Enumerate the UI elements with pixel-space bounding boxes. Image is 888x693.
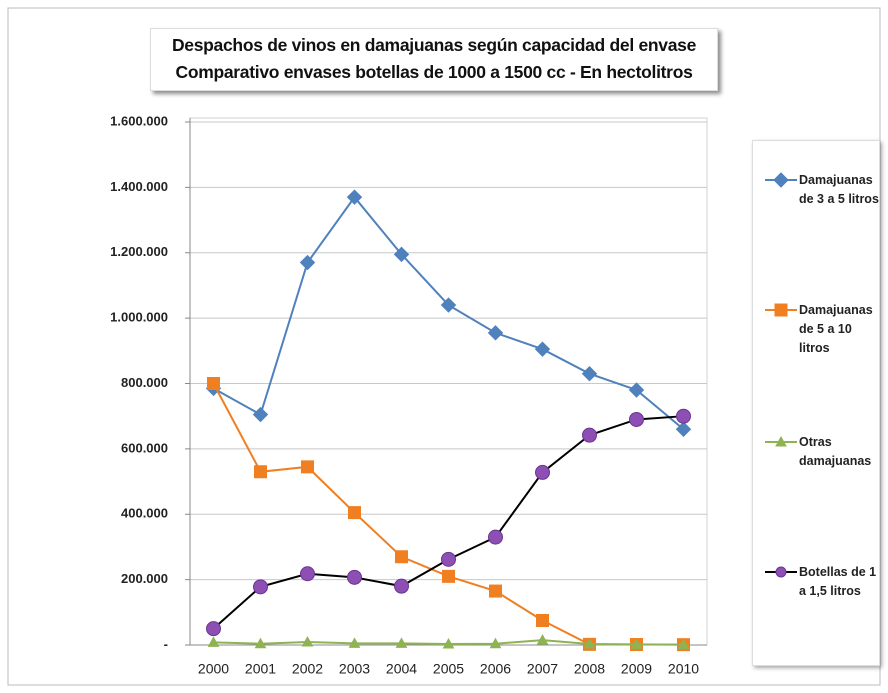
marker xyxy=(677,638,690,650)
legend-label: Damajuanas de 5 a 10 litros xyxy=(799,303,873,355)
marker xyxy=(534,341,551,357)
marker xyxy=(395,637,408,648)
marker xyxy=(489,637,502,649)
chart-subtitle: Comparativo envases botellas de 1000 a 1… xyxy=(175,62,693,82)
marker xyxy=(346,189,363,205)
marker xyxy=(676,408,691,424)
legend: Damajuanas de 3 a 5 litros Damajuanas de … xyxy=(752,140,880,666)
marker xyxy=(582,427,597,443)
marker xyxy=(301,636,314,647)
marker xyxy=(775,566,787,578)
marker xyxy=(207,636,220,647)
marker xyxy=(254,465,267,479)
marker xyxy=(628,382,645,398)
x-tick-label: 2007 xyxy=(527,661,558,677)
legend-swatch xyxy=(765,566,797,578)
x-tick-label: 2000 xyxy=(198,661,229,677)
y-tick-label: 800.000 xyxy=(121,375,168,390)
marker xyxy=(252,406,269,423)
y-tick-label: 200.000 xyxy=(121,571,168,586)
marker xyxy=(206,621,221,637)
marker xyxy=(675,421,692,437)
legend-swatch xyxy=(765,172,797,188)
marker xyxy=(536,613,549,627)
marker xyxy=(442,569,455,583)
marker xyxy=(301,460,314,474)
marker xyxy=(488,529,503,545)
x-tick-label: 2005 xyxy=(433,661,464,677)
y-tick-label: - xyxy=(164,636,168,651)
marker xyxy=(395,550,408,564)
marker xyxy=(630,638,643,649)
marker xyxy=(773,172,789,188)
marker xyxy=(774,303,788,317)
marker xyxy=(440,297,457,313)
y-tick-label: 1.200.000 xyxy=(110,244,168,259)
y-tick-label: 400.000 xyxy=(121,506,168,521)
marker xyxy=(489,584,502,598)
marker xyxy=(348,506,361,520)
y-tick-label: 1.400.000 xyxy=(110,179,168,194)
legend-label: Botellas de 1 a 1,5 litros xyxy=(799,565,877,598)
x-tick-label: 2006 xyxy=(480,661,511,677)
marker xyxy=(583,637,596,649)
x-tick-label: 2008 xyxy=(574,661,605,677)
marker xyxy=(393,246,410,263)
marker xyxy=(394,578,409,594)
x-tick-label: 2001 xyxy=(245,661,276,677)
legend-label: Otras damajuanas xyxy=(799,435,872,468)
marker xyxy=(348,637,361,648)
x-tick-label: 2003 xyxy=(339,661,370,677)
legend-label: Damajuanas de 3 a 5 litros xyxy=(799,173,879,206)
marker xyxy=(535,464,550,480)
marker xyxy=(442,637,455,649)
marker xyxy=(300,566,315,582)
marker xyxy=(581,365,598,382)
x-tick-label: 2010 xyxy=(668,661,699,677)
marker xyxy=(775,435,787,447)
marker xyxy=(629,411,644,427)
chart-title: Despachos de vinos en damajuanas según c… xyxy=(171,35,697,55)
marker xyxy=(207,377,220,390)
x-tick-label: 2009 xyxy=(621,661,652,677)
marker xyxy=(347,569,362,585)
marker xyxy=(487,325,504,341)
marker xyxy=(299,254,316,271)
y-tick-label: 600.000 xyxy=(121,440,168,455)
marker xyxy=(253,579,268,595)
title-box: Despachos de vinos en damajuanas según c… xyxy=(150,28,718,91)
marker xyxy=(254,637,267,649)
y-tick-label: 1.600.000 xyxy=(110,113,168,128)
marker xyxy=(536,634,549,645)
y-tick-label: 1.000.000 xyxy=(110,310,168,325)
legend-swatch xyxy=(765,303,797,317)
legend-swatch xyxy=(765,435,797,447)
marker xyxy=(441,551,456,567)
x-tick-label: 2002 xyxy=(292,661,323,677)
x-tick-label: 2004 xyxy=(386,661,417,677)
